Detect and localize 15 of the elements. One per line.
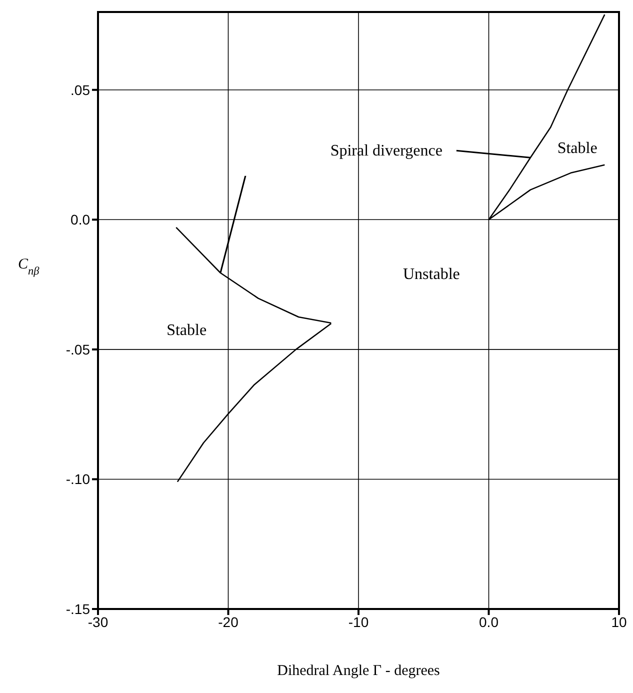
- x-tick-label: -20: [218, 614, 239, 630]
- y-tick-label: -.10: [66, 471, 90, 488]
- annotation: Unstable: [403, 266, 460, 284]
- y-tick-label: 0.0: [70, 212, 90, 228]
- y-axis-title: C$_{nβ}$: [18, 256, 40, 278]
- x-tick-label: 10: [611, 614, 627, 630]
- x-axis-title: Dihedral Angle Γ - degrees: [277, 663, 440, 679]
- x-tick-label: -10: [348, 614, 369, 630]
- y-tick-label: -.05: [66, 341, 90, 358]
- annotation: Stable: [166, 322, 207, 340]
- annotation: Stable: [557, 140, 598, 158]
- y-tick-label: -.15: [66, 600, 90, 617]
- x-tick-label: 0.0: [479, 614, 499, 630]
- y-tick-label: .05: [70, 82, 90, 98]
- x-tick-label: -30: [88, 614, 108, 630]
